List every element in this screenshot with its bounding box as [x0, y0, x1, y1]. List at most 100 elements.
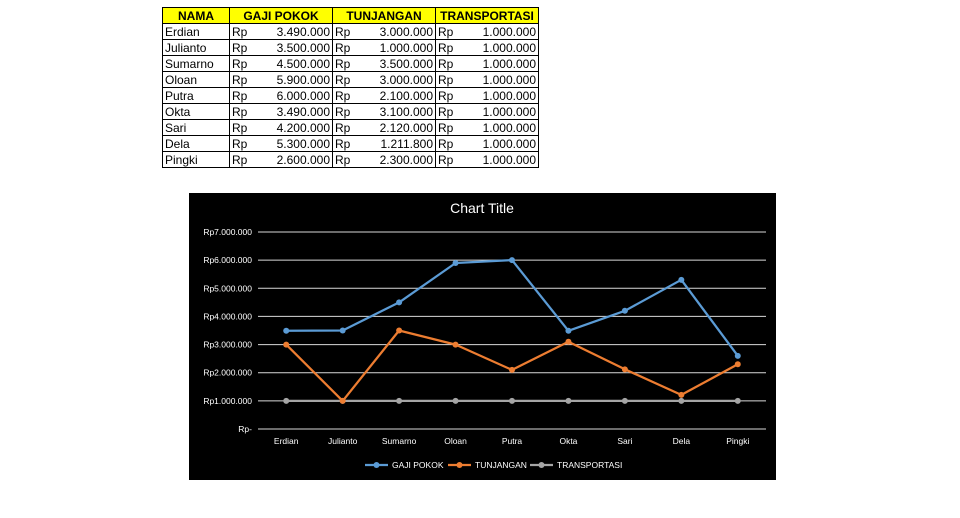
cell-currency[interactable]: Rp [332, 23, 375, 40]
legend-label: GAJI POKOK [392, 460, 444, 470]
header-nama[interactable]: NAMA [162, 7, 230, 24]
cell-currency[interactable]: Rp [435, 87, 478, 104]
cell-tunjangan[interactable]: 1.211.800 [375, 135, 436, 152]
cell-tunjangan[interactable]: 3.000.000 [375, 71, 436, 88]
cell-name[interactable]: Oloan [162, 71, 230, 88]
cell-currency[interactable]: Rp [332, 71, 375, 88]
y-tick-label: Rp6.000.000 [203, 255, 252, 265]
cell-currency[interactable]: Rp [435, 39, 478, 56]
table-row: Pingki Rp 2.600.000 Rp 2.300.000 Rp 1.000.000 [162, 151, 539, 168]
cell-tunjangan[interactable]: 2.120.000 [375, 119, 436, 136]
cell-currency[interactable]: Rp [332, 39, 375, 56]
cell-tunjangan[interactable]: 2.300.000 [375, 151, 436, 168]
data-point-transportasi [678, 397, 685, 404]
cell-name[interactable]: Dela [162, 135, 230, 152]
data-point-tunjangan [678, 391, 685, 398]
data-point-tunjangan [396, 327, 403, 334]
table-row: Julianto Rp 3.500.000 Rp 1.000.000 Rp 1.000.00… [162, 39, 539, 56]
y-tick-label: Rp3.000.000 [203, 340, 252, 350]
header-gaji-pokok[interactable]: GAJI POKOK [229, 7, 333, 24]
header-tunjangan[interactable]: TUNJANGAN [332, 7, 436, 24]
cell-gaji-pokok[interactable]: 2.600.000 [272, 151, 333, 168]
cell-name[interactable]: Putra [162, 87, 230, 104]
cell-currency[interactable]: Rp [435, 151, 478, 168]
cell-currency[interactable]: Rp [229, 55, 272, 72]
header-transportasi[interactable]: TRANSPORTASI [435, 7, 539, 24]
cell-currency[interactable]: Rp [229, 119, 272, 136]
cell-currency[interactable]: Rp [332, 87, 375, 104]
cell-name[interactable]: Erdian [162, 23, 230, 40]
series-line-tunjangan [285, 329, 739, 403]
legend-label: TRANSPORTASI [557, 460, 622, 470]
table-row: Sari Rp 4.200.000 Rp 2.120.000 Rp 1.000.000 [162, 119, 539, 136]
salary-table: NAMA GAJI POKOK TUNJANGAN TRANSPORTASI E… [162, 7, 539, 168]
table-row: Oloan Rp 5.900.000 Rp 3.000.000 Rp 1.000.000 [162, 71, 539, 88]
cell-currency[interactable]: Rp [332, 135, 375, 152]
x-tick-label: Erdian [274, 436, 299, 446]
cell-currency[interactable]: Rp [229, 103, 272, 120]
data-point-transportasi [565, 397, 572, 404]
cell-gaji-pokok[interactable]: 5.900.000 [272, 71, 333, 88]
y-tick-label: Rp5.000.000 [203, 283, 252, 293]
cell-gaji-pokok[interactable]: 4.500.000 [272, 55, 333, 72]
cell-transportasi[interactable]: 1.000.000 [478, 103, 539, 120]
cell-currency[interactable]: Rp [435, 135, 478, 152]
data-point-gaji-pokok [396, 299, 403, 306]
cell-gaji-pokok[interactable]: 3.490.000 [272, 103, 333, 120]
cell-transportasi[interactable]: 1.000.000 [478, 151, 539, 168]
cell-currency[interactable]: Rp [229, 135, 272, 152]
line-chart[interactable]: Chart Title Rp- Rp1.000.000 Rp2.000.000 Rp3.… [189, 193, 776, 480]
table-row: Okta Rp 3.490.000 Rp 3.100.000 Rp 1.000.000 [162, 103, 539, 120]
cell-tunjangan[interactable]: 3.000.000 [375, 23, 436, 40]
cell-gaji-pokok[interactable]: 6.000.000 [272, 87, 333, 104]
cell-currency[interactable]: Rp [332, 119, 375, 136]
cell-currency[interactable]: Rp [435, 23, 478, 40]
cell-transportasi[interactable]: 1.000.000 [478, 71, 539, 88]
cell-currency[interactable]: Rp [435, 55, 478, 72]
data-point-transportasi [452, 397, 459, 404]
chart-svg: Chart Title Rp- Rp1.000.000 Rp2.000.000 Rp3.… [203, 200, 766, 470]
cell-transportasi[interactable]: 1.000.000 [478, 39, 539, 56]
cell-tunjangan[interactable]: 3.100.000 [375, 103, 436, 120]
cell-gaji-pokok[interactable]: 5.300.000 [272, 135, 333, 152]
cell-gaji-pokok[interactable]: 4.200.000 [272, 119, 333, 136]
cell-gaji-pokok[interactable]: 3.500.000 [272, 39, 333, 56]
cell-tunjangan[interactable]: 3.500.000 [375, 55, 436, 72]
cell-currency[interactable]: Rp [229, 71, 272, 88]
x-tick-label: Dela [673, 436, 691, 446]
legend-point-marker [538, 462, 545, 468]
data-point-gaji-pokok [339, 327, 346, 334]
cell-currency[interactable]: Rp [435, 103, 478, 120]
cell-name[interactable]: Sari [162, 119, 230, 136]
cell-currency[interactable]: Rp [229, 39, 272, 56]
cell-transportasi[interactable]: 1.000.000 [478, 55, 539, 72]
cell-tunjangan[interactable]: 2.100.000 [375, 87, 436, 104]
cell-currency[interactable]: Rp [229, 87, 272, 104]
cell-name[interactable]: Julianto [162, 39, 230, 56]
y-tick-label: Rp1.000.000 [203, 396, 252, 406]
table-row: Dela Rp 5.300.000 Rp 1.211.800 Rp 1.000.000 [162, 135, 539, 152]
legend-point-marker [373, 462, 380, 468]
cell-currency[interactable]: Rp [332, 103, 375, 120]
cell-currency[interactable]: Rp [229, 151, 272, 168]
cell-currency[interactable]: Rp [332, 55, 375, 72]
cell-currency[interactable]: Rp [332, 151, 375, 168]
data-point-tunjangan [339, 397, 346, 404]
y-tick-label: Rp4.000.000 [203, 311, 252, 321]
cell-name[interactable]: Pingki [162, 151, 230, 168]
cell-currency[interactable]: Rp [435, 71, 478, 88]
cell-name[interactable]: Okta [162, 103, 230, 120]
cell-tunjangan[interactable]: 1.000.000 [375, 39, 436, 56]
cell-transportasi[interactable]: 1.000.000 [478, 119, 539, 136]
cell-currency[interactable]: Rp [229, 23, 272, 40]
cell-gaji-pokok[interactable]: 3.490.000 [272, 23, 333, 40]
data-point-transportasi [621, 397, 628, 404]
cell-name[interactable]: Sumarno [162, 55, 230, 72]
cell-transportasi[interactable]: 1.000.000 [478, 87, 539, 104]
cell-currency[interactable]: Rp [435, 119, 478, 136]
data-point-tunjangan [283, 341, 290, 348]
y-tick-label: Rp2.000.000 [203, 368, 252, 378]
data-point-gaji-pokok [283, 327, 290, 334]
cell-transportasi[interactable]: 1.000.000 [478, 23, 539, 40]
cell-transportasi[interactable]: 1.000.000 [478, 135, 539, 152]
